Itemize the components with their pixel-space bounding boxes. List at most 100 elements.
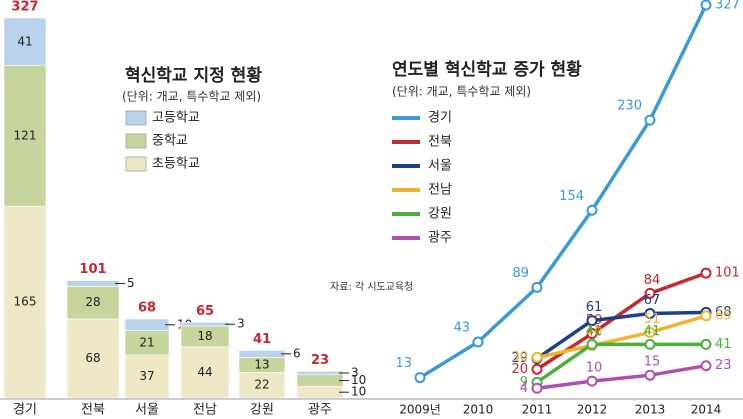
segment-label: 18 [197, 329, 212, 343]
series-line [536, 363, 707, 390]
bar-segment [66, 286, 120, 320]
legend-label: 초등학교 [152, 157, 200, 172]
total-label: 101 [79, 262, 106, 277]
total-label: 68 [138, 300, 156, 315]
line-title: 연도별 혁신학교 증가 현황 [392, 59, 582, 80]
x-tick-label: 2013 [635, 403, 666, 417]
value-label: 15 [644, 355, 661, 370]
value-label: 29 [511, 351, 528, 366]
point [644, 326, 656, 338]
total-label: 65 [196, 304, 214, 319]
x-tick-label: 경기 [13, 403, 37, 418]
bar-segment [66, 280, 120, 287]
bar-segment [124, 318, 170, 331]
segment-label: 68 [85, 351, 100, 365]
value-label: 41 [586, 324, 603, 339]
x-tick-label: 전남 [193, 403, 217, 418]
value-label: 41 [715, 337, 732, 352]
x-tick-label: 2010 [463, 403, 494, 417]
point [586, 328, 598, 340]
x-tick-label: 2011 [522, 403, 553, 417]
legend-label: 강원 [428, 207, 452, 222]
value-label: 23 [715, 358, 732, 373]
segment-label: 165 [14, 295, 37, 309]
legend-label: 고등학교 [152, 111, 200, 126]
value-label: 30 [511, 350, 528, 365]
point [700, 338, 712, 350]
segment-label: 10 [351, 373, 366, 387]
point [414, 372, 426, 384]
x-tick-label: 2014 [691, 403, 722, 417]
value-label: 4 [520, 381, 528, 396]
segment-label: 10 [351, 385, 366, 399]
total-label: 327 [11, 0, 38, 15]
value-label: 9 [520, 375, 528, 390]
segment-label: 3 [237, 317, 245, 331]
value-label: 154 [559, 189, 584, 204]
value-label: 13 [395, 356, 412, 371]
point [644, 308, 656, 320]
segment-label: 3 [351, 366, 359, 380]
point [586, 375, 598, 387]
total-label: 41 [253, 332, 271, 347]
point [531, 363, 543, 375]
x-tick-label: 전북 [81, 403, 105, 418]
segment-label: 41 [17, 34, 32, 48]
value-label: 20 [511, 362, 528, 377]
point [586, 338, 598, 350]
bar-segment [238, 350, 286, 358]
value-label: 230 [617, 99, 642, 114]
point [700, 0, 712, 11]
point [472, 336, 484, 348]
x-tick-label: 2009년 [399, 403, 441, 417]
value-label: 327 [715, 0, 740, 13]
point [531, 351, 543, 363]
x-tick-label: 서울 [135, 403, 159, 418]
point [700, 360, 712, 372]
point [644, 338, 656, 350]
point [586, 315, 598, 327]
value-label: 65 [715, 308, 732, 323]
point [531, 281, 543, 293]
point [531, 382, 543, 394]
x-tick-label: 강원 [250, 403, 274, 418]
source: 자료: 각 시도교육청 [330, 281, 413, 293]
bar-segment [296, 386, 344, 399]
point [644, 287, 656, 299]
legend-swatch [125, 156, 147, 172]
x-tick-label: 광주 [308, 403, 332, 418]
bar-segment [3, 65, 47, 207]
value-label: 67 [644, 293, 661, 308]
bar-segment [66, 318, 120, 399]
bar-segment [296, 370, 344, 376]
value-label: 89 [512, 266, 529, 281]
segment-label: 37 [139, 369, 154, 383]
bar-title: 혁신학교 지정 현황 [125, 65, 262, 86]
bar-segment [124, 354, 170, 399]
value-label: 61 [586, 300, 603, 315]
segment-label: 44 [197, 365, 212, 379]
value-label: 40 [586, 325, 603, 340]
total-label: 23 [311, 353, 329, 368]
segment-label: 6 [293, 346, 301, 360]
x-tick-label: 2012 [577, 403, 608, 417]
value-label: 68 [715, 305, 732, 320]
bar-segment [124, 330, 170, 356]
bar-segment [238, 372, 286, 399]
value-label: 41 [644, 324, 661, 339]
series-line [536, 310, 707, 361]
point [644, 369, 656, 381]
legend-label: 광주 [428, 231, 452, 246]
bar-subtitle: (단위: 개교, 특수학교 제외) [122, 90, 261, 104]
value-label: 101 [715, 266, 740, 281]
series-line [419, 4, 708, 380]
legend-label: 전남 [428, 183, 452, 198]
point [644, 114, 656, 126]
legend-swatch [125, 133, 147, 149]
segment-label: 121 [14, 128, 37, 142]
bar-segment [180, 322, 230, 327]
legend-swatch [125, 110, 147, 126]
value-label: 43 [453, 320, 470, 335]
bar-segment [3, 205, 47, 399]
